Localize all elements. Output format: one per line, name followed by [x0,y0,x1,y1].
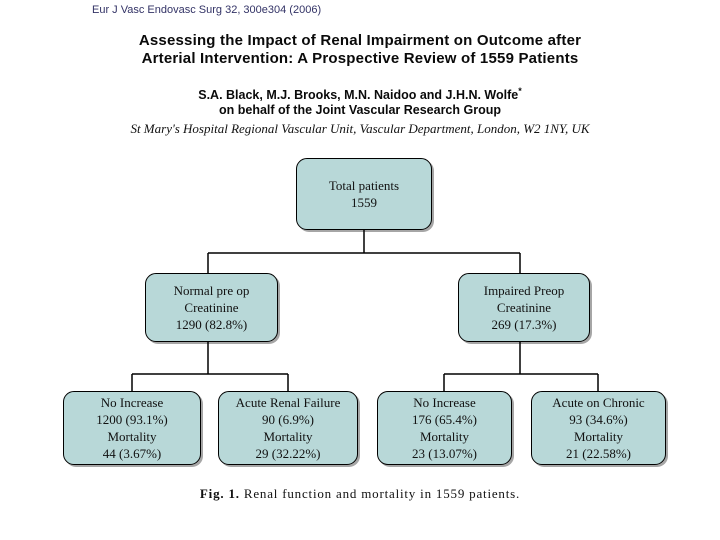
node-text-line: 1290 (82.8%) [175,317,248,332]
caption-label: Fig. 1. [199,486,240,501]
node-text-line: Creatinine [184,300,239,315]
node-text-line: 44 (3.67%) [102,446,162,461]
flow-node-normal-preop-creatinine: Normal pre op Creatinine 1290 (82.8%) [145,273,278,342]
paper-title-line1: Assessing the Impact of Renal Impairment… [138,32,582,49]
node-text-line: 1200 (93.1%) [96,412,168,427]
node-text-line: Mortality [573,429,624,444]
node-text-line: 29 (32.22%) [255,446,321,461]
node-text-line: 23 (13.07%) [412,446,477,461]
node-text-line: Mortality [419,429,470,444]
node-text-line: Total patients [328,178,400,193]
node-text-line: No Increase [100,395,164,410]
node-text-line: Acute on Chronic [552,395,645,410]
node-text-line: Mortality [263,429,313,444]
research-group-line: on behalf of the Joint Vascular Research… [218,103,501,118]
node-text-line: 21 (22.58%) [566,446,631,461]
flow-node-acute-renal-failure: Acute Renal Failure 90 (6.9%) Mortality … [218,391,358,465]
node-text-line: 1559 [351,195,377,210]
node-text-line: No Increase [413,395,476,410]
flow-node-no-increase-normal: No Increase 1200 (93.1%) Mortality 44 (3… [63,391,201,465]
authors-block: S.A. Black, M.J. Brooks, M.N. Naidoo and… [0,84,720,118]
journal-citation: Eur J Vasc Endovasc Surg 32, 300e304 (20… [92,4,322,16]
authors-asterisk: * [518,86,522,96]
flow-node-impaired-preop-creatinine: Impaired Preop Creatinine 269 (17.3%) [458,273,590,342]
node-text-line: Acute Renal Failure [235,395,341,410]
authors-line: S.A. Black, M.J. Brooks, M.N. Naidoo and… [0,84,720,103]
figure-caption: Fig. 1. Renal function and mortality in … [0,486,720,502]
flow-node-total-patients: Total patients 1559 [296,158,432,230]
node-text-line: Normal pre op [173,283,250,298]
authors-names: S.A. Black, M.J. Brooks, M.N. Naidoo and… [198,88,519,103]
caption-text: Renal function and mortality in 1559 pat… [239,486,521,501]
paper-title: Assessing the Impact of Renal Impairment… [0,32,720,68]
node-text-line: 176 (65.4%) [412,412,477,427]
node-text-line: Mortality [107,429,157,444]
node-text-line: 269 (17.3%) [491,317,557,332]
node-text-line: 93 (34.6%) [569,412,628,427]
node-text-line: Creatinine [496,300,552,315]
flow-node-acute-on-chronic: Acute on Chronic 93 (34.6%) Mortality 21… [531,391,666,465]
node-text-line: Impaired Preop [483,283,565,298]
flow-node-no-increase-impaired: No Increase 176 (65.4%) Mortality 23 (13… [377,391,512,465]
paper-title-line2: Arterial Intervention: A Prospective Rev… [141,50,579,67]
node-text-line: 90 (6.9%) [262,412,314,427]
affiliation: St Mary's Hospital Regional Vascular Uni… [130,121,590,136]
